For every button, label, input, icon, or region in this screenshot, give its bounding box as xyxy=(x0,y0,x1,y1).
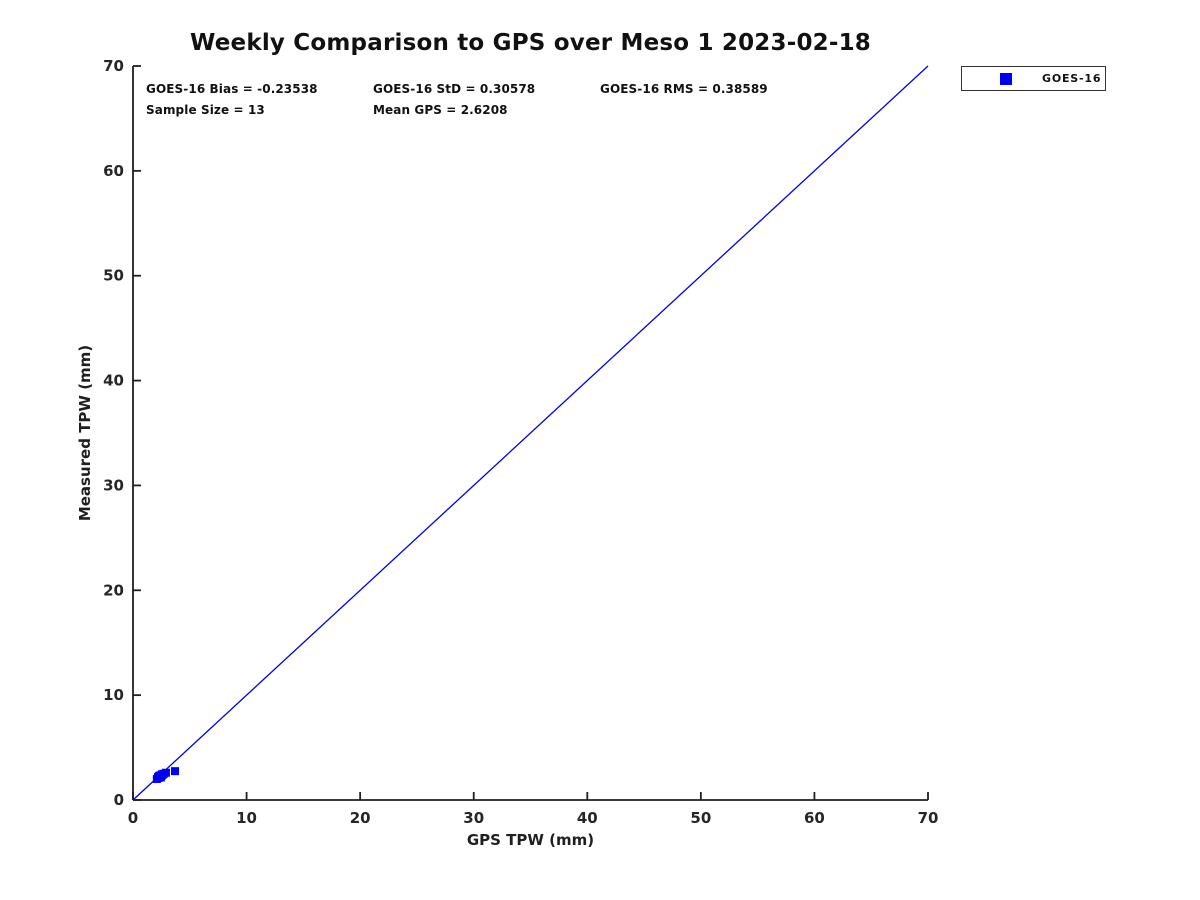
y-axis-label: Measured TPW (mm) xyxy=(76,344,94,522)
y-tick-label: 10 xyxy=(103,686,124,704)
x-tick-label: 50 xyxy=(690,809,711,827)
x-tick-label: 10 xyxy=(236,809,257,827)
x-tick-label: 20 xyxy=(350,809,371,827)
y-tick-label: 70 xyxy=(103,57,124,75)
x-axis-label: GPS TPW (mm) xyxy=(466,831,595,849)
x-tick-label: 60 xyxy=(804,809,825,827)
stat-mean-gps: Mean GPS = 2.6208 xyxy=(373,103,508,117)
x-tick-label: 40 xyxy=(577,809,598,827)
legend-box: GOES-16 xyxy=(961,66,1106,91)
legend-series-label: GOES-16 xyxy=(1042,72,1102,85)
data-point-marker xyxy=(161,768,170,777)
legend-square-marker-icon xyxy=(1000,72,1012,85)
y-tick-label: 40 xyxy=(103,372,124,390)
y-tick-label: 60 xyxy=(103,162,124,180)
y-tick-label: 20 xyxy=(103,581,124,599)
stat-bias: GOES-16 Bias = -0.23538 xyxy=(146,82,318,96)
y-tick-label: 0 xyxy=(114,791,124,809)
identity-line xyxy=(132,65,929,801)
y-tick-label: 50 xyxy=(103,267,124,285)
stat-std: GOES-16 StD = 0.30578 xyxy=(373,82,536,96)
stat-sample-size: Sample Size = 13 xyxy=(146,103,265,117)
x-tick-label: 0 xyxy=(128,809,138,827)
chart-title: Weekly Comparison to GPS over Meso 1 202… xyxy=(189,30,872,56)
y-tick-label: 30 xyxy=(103,476,124,494)
stat-rms: GOES-16 RMS = 0.38589 xyxy=(600,82,768,96)
x-tick-label: 70 xyxy=(918,809,939,827)
x-tick-label: 30 xyxy=(463,809,484,827)
data-point-marker xyxy=(171,767,180,776)
